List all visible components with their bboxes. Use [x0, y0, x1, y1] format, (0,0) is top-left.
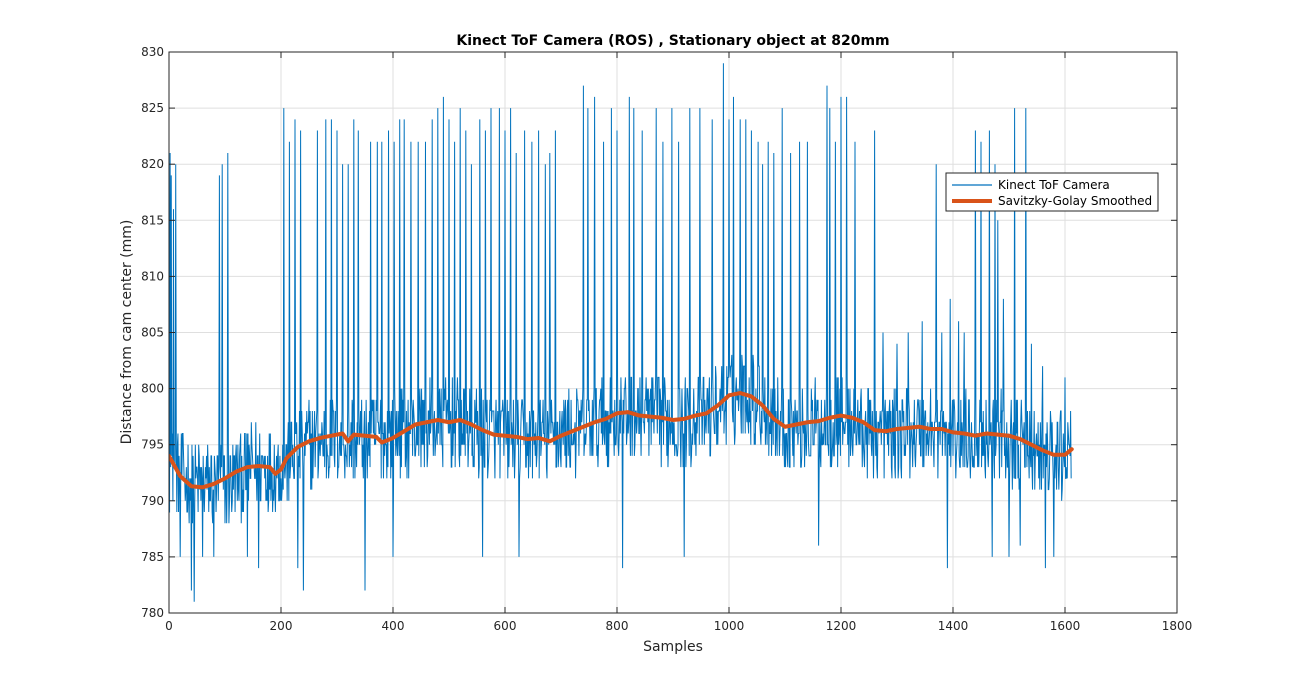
x-tick-label: 1600: [1050, 619, 1081, 633]
series-layer: [169, 63, 1074, 602]
axis-ticks: [168, 51, 1178, 614]
y-tick-label: 790: [141, 494, 164, 508]
x-tick-label: 800: [606, 619, 629, 633]
y-tick-labels: 780 785 790 795 800 805 810 815 820 825 830: [141, 45, 164, 620]
y-tick-label: 805: [141, 326, 164, 340]
y-tick-label: 815: [141, 213, 164, 227]
y-tick-label: 780: [141, 606, 164, 620]
chart-title: Kinect ToF Camera (ROS) , Stationary obj…: [456, 33, 889, 49]
x-tick-label: 1400: [938, 619, 969, 633]
x-tick-label: 400: [382, 619, 405, 633]
x-tick-label: 600: [494, 619, 517, 633]
smoothed-series-line: [169, 391, 1074, 490]
legend-label-smoothed: Savitzky-Golay Smoothed: [998, 194, 1152, 208]
y-tick-label: 785: [141, 550, 164, 564]
x-tick-label: 1000: [714, 619, 745, 633]
y-axis-label: Distance from cam center (mm): [119, 220, 135, 445]
x-tick-label: 1200: [826, 619, 857, 633]
x-tick-label: 1800: [1162, 619, 1193, 633]
legend-label-raw: Kinect ToF Camera: [998, 178, 1110, 192]
y-tick-label: 820: [141, 157, 164, 171]
y-tick-label: 810: [141, 269, 164, 283]
x-tick-label: 0: [165, 619, 173, 633]
y-tick-label: 830: [141, 45, 164, 59]
x-tick-labels: 0 200 400 600 800 1000 1200 1400 1600 1800: [165, 619, 1192, 633]
legend-box: [945, 172, 1159, 212]
y-tick-label: 800: [141, 382, 164, 396]
x-axis-label: Samples: [643, 639, 703, 655]
y-tick-label: 825: [141, 101, 164, 115]
y-tick-label: 795: [141, 438, 164, 452]
legend: Kinect ToF Camera Savitzky-Golay Smoothe…: [945, 172, 1159, 212]
x-tick-label: 200: [270, 619, 293, 633]
